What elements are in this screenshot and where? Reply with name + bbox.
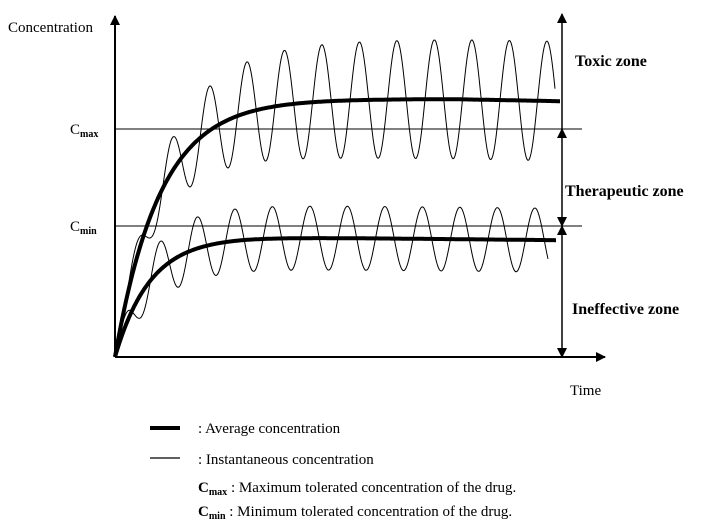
legend-text: : Instantaneous concentration [198, 452, 374, 468]
y-axis-label: Concentration [8, 20, 93, 36]
average-curve [113, 97, 560, 358]
legend-text: Cmax : Maximum tolerated concentration o… [198, 480, 516, 498]
legend-text: : Average concentration [198, 421, 341, 437]
symbol: C [198, 504, 209, 520]
subscript: max [209, 487, 227, 498]
instantaneous-curve [114, 205, 549, 358]
subscript: min [209, 511, 226, 522]
subscript: max [80, 129, 98, 140]
instantaneous-curve [114, 39, 556, 358]
zone-label: Toxic zone [575, 53, 647, 70]
subscript: min [80, 226, 97, 237]
x-axis-label: Time [570, 383, 601, 399]
symbol: C [70, 122, 80, 138]
text: : Minimum tolerated concentration of the… [226, 504, 513, 520]
symbol: C [70, 219, 80, 235]
average-curve [113, 236, 556, 358]
curves [113, 39, 560, 358]
text: : Maximum tolerated concentration of the… [227, 480, 516, 496]
zone-label: Ineffective zone [572, 301, 679, 318]
legend-text: Cmin : Minimum tolerated concentration o… [198, 504, 512, 522]
cmin-label: Cmin [70, 219, 97, 237]
cmax-label: Cmax [70, 122, 98, 140]
zone-label: Therapeutic zone [565, 183, 684, 200]
symbol: C [198, 480, 209, 496]
